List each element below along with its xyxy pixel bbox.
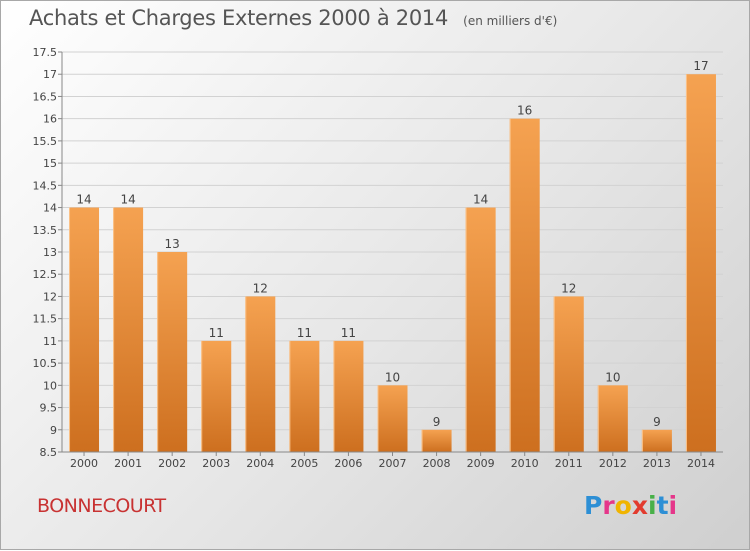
data-label: 14 bbox=[76, 193, 91, 207]
y-tick-label: 9.5 bbox=[40, 402, 58, 415]
x-tick-label: 2007 bbox=[379, 457, 407, 470]
x-tick-label: 2002 bbox=[158, 457, 186, 470]
data-label: 11 bbox=[209, 326, 224, 340]
data-label: 16 bbox=[517, 104, 532, 118]
logo-letter: t bbox=[656, 491, 669, 520]
y-tick-label: 16.5 bbox=[33, 90, 58, 103]
logo-letter: x bbox=[631, 491, 648, 520]
x-tick-label: 2013 bbox=[643, 457, 671, 470]
data-label: 10 bbox=[605, 370, 620, 384]
y-tick-label: 16 bbox=[43, 113, 57, 126]
bar bbox=[465, 207, 496, 452]
bar bbox=[377, 385, 408, 452]
bar bbox=[421, 429, 452, 452]
data-label: 17 bbox=[693, 59, 708, 73]
bar bbox=[245, 296, 276, 452]
y-tick-label: 13 bbox=[43, 246, 57, 259]
x-tick-label: 2004 bbox=[246, 457, 274, 470]
data-label: 12 bbox=[561, 281, 576, 295]
data-label: 11 bbox=[297, 326, 312, 340]
logo-letter: P bbox=[584, 491, 603, 520]
chart-unit: (en milliers d'€) bbox=[463, 14, 558, 28]
x-tick-label: 2003 bbox=[202, 457, 230, 470]
logo-letter: i bbox=[648, 491, 657, 520]
chart-title: Achats et Charges Externes 2000 à 2014 bbox=[29, 6, 449, 30]
bar bbox=[113, 207, 144, 452]
y-tick-label: 8.5 bbox=[40, 446, 58, 459]
data-label: 14 bbox=[120, 193, 135, 207]
data-label: 10 bbox=[385, 370, 400, 384]
y-tick-label: 12 bbox=[43, 290, 57, 303]
axes bbox=[58, 51, 723, 456]
y-tick-label: 15.5 bbox=[33, 135, 58, 148]
x-tick-label: 2006 bbox=[334, 457, 362, 470]
bar bbox=[333, 340, 364, 452]
x-tick-label: 2005 bbox=[290, 457, 318, 470]
y-tick-label: 14 bbox=[43, 202, 57, 215]
proxiti-logo: Proxiti bbox=[584, 491, 677, 520]
title-block: Achats et Charges Externes 2000 à 2014 (… bbox=[29, 6, 557, 30]
logo-letter: i bbox=[668, 491, 678, 520]
y-tick-label: 17 bbox=[43, 68, 57, 81]
bar bbox=[289, 340, 320, 452]
y-tick-label: 9 bbox=[50, 424, 57, 437]
x-tick-label: 2009 bbox=[467, 457, 495, 470]
labels: 8.5 9 9.5 10 10.5 11 11.5 12 12.5 13 13.5 14 14.5 15 1… bbox=[33, 46, 715, 470]
y-tick-label: 12.5 bbox=[33, 268, 58, 281]
x-tick-label: 2000 bbox=[70, 457, 98, 470]
x-tick-label: 2008 bbox=[423, 457, 451, 470]
data-label: 9 bbox=[653, 415, 661, 429]
data-label: 9 bbox=[433, 415, 441, 429]
bar bbox=[201, 340, 232, 452]
logo-letter: r bbox=[602, 491, 615, 520]
bar bbox=[69, 207, 100, 452]
bar bbox=[553, 296, 584, 452]
y-tick-label: 15 bbox=[43, 157, 57, 170]
commune-name: BONNECOURT bbox=[37, 495, 166, 517]
y-tick-label: 11 bbox=[43, 335, 57, 348]
data-label: 13 bbox=[165, 237, 180, 251]
x-tick-label: 2010 bbox=[511, 457, 539, 470]
bar bbox=[597, 385, 628, 452]
bar bbox=[641, 429, 672, 452]
x-tick-label: 2001 bbox=[114, 457, 142, 470]
y-tick-label: 13.5 bbox=[33, 224, 58, 237]
logo-letter: o bbox=[614, 491, 632, 520]
x-tick-label: 2012 bbox=[599, 457, 627, 470]
x-tick-label: 2011 bbox=[555, 457, 583, 470]
y-tick-label: 17.5 bbox=[33, 46, 58, 59]
bars bbox=[69, 74, 716, 453]
x-tick-label: 2014 bbox=[687, 457, 715, 470]
y-tick-label: 10 bbox=[43, 379, 57, 392]
y-tick-label: 14.5 bbox=[33, 179, 58, 192]
bar bbox=[157, 252, 188, 452]
data-label: 14 bbox=[473, 193, 488, 207]
data-label: 12 bbox=[253, 281, 268, 295]
y-tick-label: 11.5 bbox=[33, 313, 58, 326]
y-tick-label: 10.5 bbox=[33, 357, 58, 370]
bar bbox=[509, 118, 540, 453]
bar bbox=[685, 74, 716, 452]
data-label: 11 bbox=[341, 326, 356, 340]
